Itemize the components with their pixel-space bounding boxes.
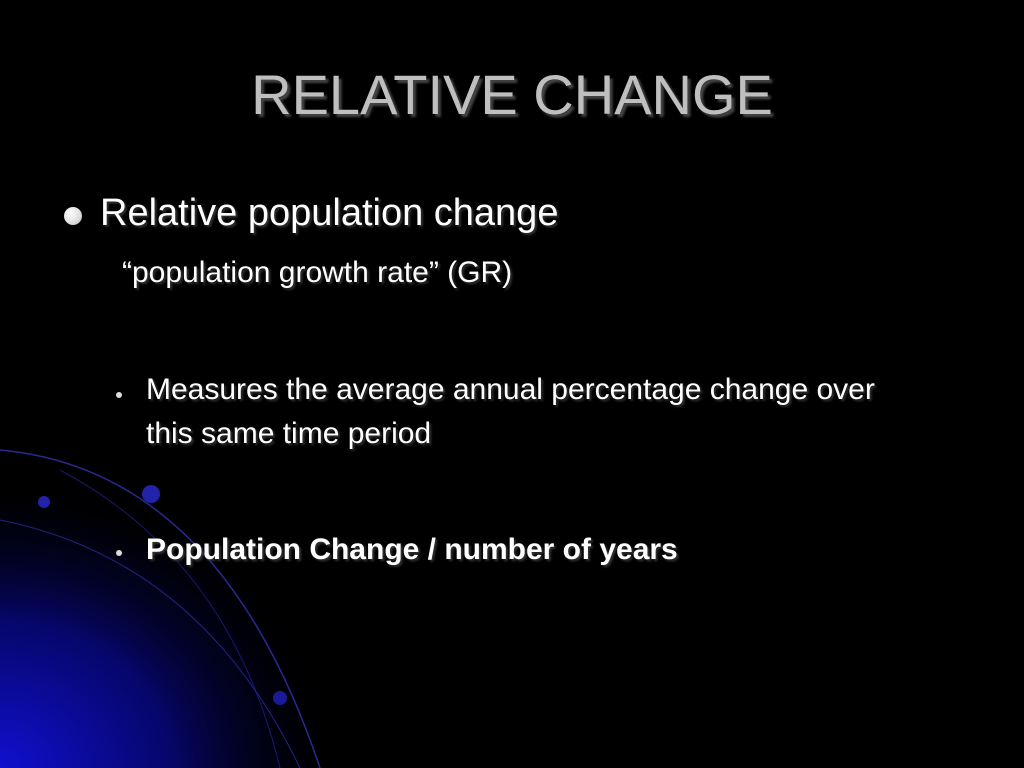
bullet: Relative population change <box>100 192 559 234</box>
bullet-dot <box>64 207 82 225</box>
bullet-dot <box>116 392 122 398</box>
bullet: Measures the average annual percentage c… <box>146 373 875 450</box>
bullet: Population Change / number of years <box>146 533 678 566</box>
bullet-dot <box>116 550 122 556</box>
title: RELATIVE CHANGE <box>251 63 773 126</box>
subtext: “population growth rate” (GR) <box>122 256 513 289</box>
